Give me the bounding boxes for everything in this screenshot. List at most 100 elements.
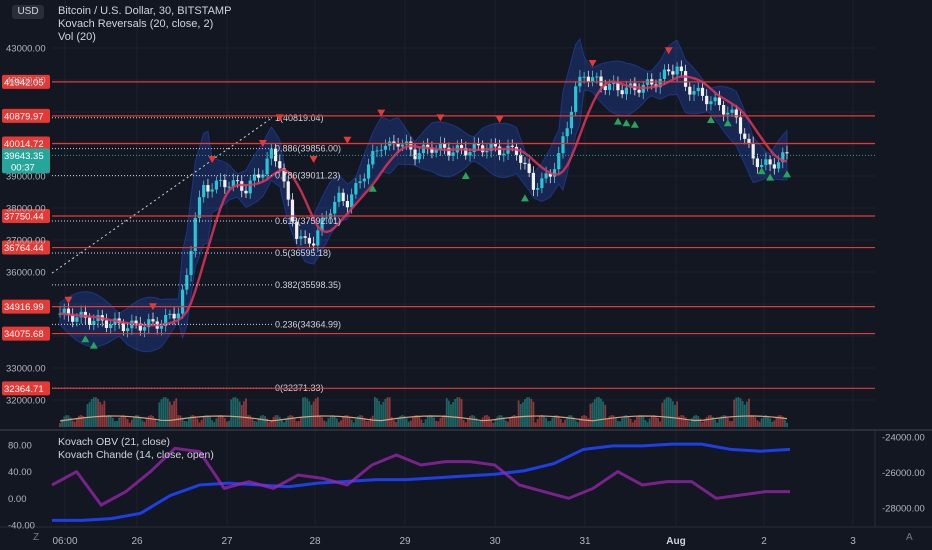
volume-bar: [726, 417, 729, 427]
volume-bar: [388, 397, 391, 427]
volume-bar: [82, 416, 85, 427]
volume-bar: [490, 419, 493, 427]
time-axis-tick: 31: [579, 536, 591, 547]
zoom-z-icon[interactable]: Z: [33, 532, 40, 543]
candle-body: [324, 217, 328, 219]
sell-signal-arrow: [309, 156, 318, 163]
volume-bar: [323, 420, 326, 427]
lower-pane-legend: Kovach OBV (21, close) Kovach Chande (14…: [58, 436, 214, 462]
indicator-volume[interactable]: Vol (20): [58, 31, 96, 43]
volume-bar: [773, 420, 776, 427]
obv-line: [52, 442, 791, 522]
volume-bar: [777, 415, 780, 427]
volume-bar: [179, 415, 182, 427]
candle-body: [265, 158, 269, 175]
volume-bar: [718, 418, 721, 427]
time-axis-tick: 30: [489, 536, 501, 547]
volume-bar: [213, 422, 216, 427]
candle-body: [354, 183, 358, 195]
volume-bar: [492, 422, 495, 427]
candle-body: [151, 319, 155, 322]
volume-bar: [399, 415, 402, 427]
volume-bar: [92, 397, 95, 427]
volume-bar: [543, 415, 545, 427]
volume-bar: [671, 401, 674, 427]
candle-body: [371, 151, 375, 165]
fib-level-label: 1(40819.04): [275, 113, 324, 123]
volume-bar: [578, 418, 581, 427]
volume-bar: [78, 415, 80, 427]
candle-body: [688, 86, 692, 95]
volume-bar: [720, 416, 723, 427]
volume-bar: [300, 417, 302, 427]
candle-body: [726, 112, 730, 115]
volume-bar: [65, 415, 68, 427]
volume-bar: [270, 420, 273, 427]
volume-bar: [688, 421, 691, 427]
volume-bar: [661, 402, 664, 427]
volume-bar: [741, 401, 744, 427]
candle-body: [417, 153, 421, 160]
symbol-title[interactable]: Bitcoin / U.S. Dollar, 30, BITSTAMP: [58, 5, 232, 17]
volume-bar: [748, 398, 750, 427]
volume-bar: [215, 418, 218, 427]
volume-bar: [295, 421, 298, 427]
volume-bar: [591, 402, 594, 427]
volume-bar: [162, 397, 165, 427]
candle-body: [66, 308, 71, 315]
volume-bar: [373, 397, 376, 427]
current-price-tag: [2, 148, 50, 174]
volume-bar: [595, 397, 598, 427]
volume-bar: [581, 415, 583, 427]
candle-body: [316, 230, 320, 246]
volume-bar: [629, 418, 632, 427]
candle-body: [345, 201, 350, 208]
volume-bar: [183, 421, 186, 427]
price-axis-tick: 32000.00: [6, 396, 46, 407]
volume-bar: [268, 422, 271, 427]
volume-bar: [177, 415, 180, 427]
volume-bar: [663, 399, 666, 427]
indicator-kovach-obv[interactable]: Kovach OBV (21, close): [58, 436, 171, 448]
price-level-tag: [2, 381, 50, 396]
volume-bar: [606, 419, 609, 427]
volume-bar: [407, 421, 410, 427]
volume-bar: [574, 420, 577, 427]
candle-body: [210, 189, 214, 192]
candle-body: [164, 315, 168, 326]
volume-bar: [333, 415, 336, 427]
volume-bar: [190, 415, 192, 427]
volume-bar: [428, 415, 431, 427]
volume-bar: [369, 417, 372, 427]
volume-bar: [59, 423, 61, 427]
candle-body: [400, 144, 404, 147]
auto-scale-a-icon[interactable]: A: [906, 532, 913, 543]
candle-body: [637, 89, 641, 93]
candle-body: [333, 201, 337, 214]
volume-bar: [551, 417, 554, 427]
volume-bar: [325, 421, 328, 427]
candle-body: [747, 138, 751, 144]
volume-bar: [194, 416, 197, 427]
volume-bar: [494, 419, 497, 427]
volume-bar: [587, 418, 590, 427]
volume-bar: [133, 416, 135, 427]
candle-body: [612, 81, 616, 84]
fib-level-label: 0.5(36595.18): [275, 248, 331, 258]
volume-bar: [585, 415, 588, 427]
currency-badge[interactable]: USD: [12, 5, 44, 19]
volume-bar: [593, 399, 596, 427]
candle-body: [278, 161, 282, 169]
indicator-kovach-chande[interactable]: Kovach Chande (14, close, open): [58, 449, 214, 461]
volume-bar: [281, 419, 283, 427]
volume-bar: [109, 415, 112, 427]
volume-bar: [361, 415, 364, 427]
candle-body: [519, 154, 523, 163]
candle-body: [109, 324, 113, 329]
volume-bar: [156, 421, 159, 427]
volume-bar: [397, 418, 400, 427]
volume-bar: [667, 397, 670, 427]
indicator-kovach-reversals[interactable]: Kovach Reversals (20, close, 2): [58, 18, 214, 30]
volume-bar: [598, 397, 600, 427]
